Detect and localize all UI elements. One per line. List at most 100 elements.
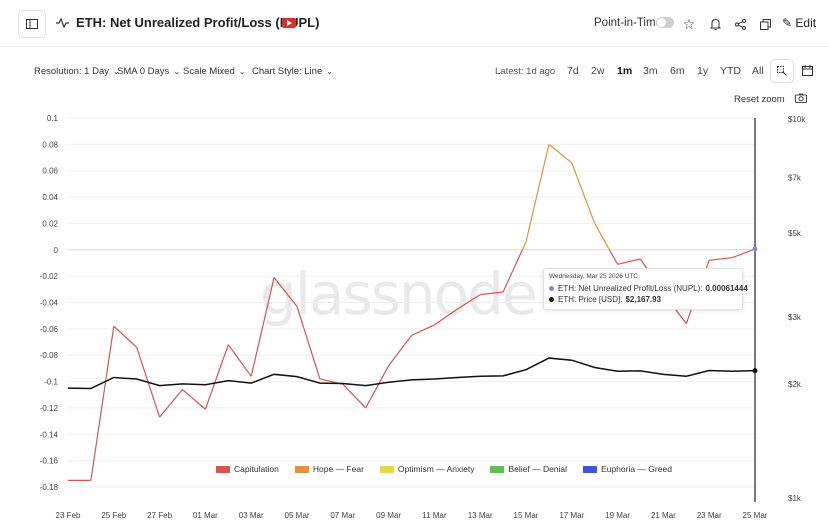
- legend-item[interactable]: Optimism — Anxiety: [379, 464, 474, 474]
- nupl-line-segment: [594, 223, 610, 251]
- reset-zoom-button[interactable]: Reset zoom: [734, 94, 785, 105]
- y-right-tick-label: $3k: [788, 313, 802, 322]
- tooltip-row1-label: ETH: Net Unrealized Profit/Loss (NUPL):: [558, 284, 703, 293]
- price-dot-icon: [549, 297, 554, 302]
- range-6m[interactable]: 6m: [670, 65, 685, 77]
- y-left-tick-label: 0.06: [42, 167, 58, 176]
- legend-label: Euphoria — Greed: [601, 464, 672, 474]
- nupl-line-segment: [113, 325, 138, 348]
- y-axis-left: 0.1 0.08 0.06 0.04 0.02 0 -0.02 -0.04 -0.06 -0.08…: [40, 114, 59, 492]
- nupl-line-segment: [434, 308, 458, 326]
- edit-label: Edit: [795, 16, 817, 30]
- y-right-tick-label: $7k: [788, 174, 802, 183]
- range-all[interactable]: All: [752, 65, 764, 77]
- bell-icon[interactable]: [702, 11, 728, 37]
- x-tick-label: 11 Mar: [422, 511, 447, 520]
- x-axis: 23 Feb 25 Feb 27 Feb 01 Mar 03 Mar 05 Mar 07 M…: [56, 511, 768, 520]
- range-1m[interactable]: 1m: [617, 65, 633, 77]
- y-right-tick-label: $5k: [788, 229, 802, 238]
- tooltip-row-price: ETH: Price [USD]: $2,167.93: [549, 295, 661, 304]
- chevron-down-icon: ⌄: [238, 67, 246, 76]
- nupl-line-segment: [342, 383, 367, 409]
- range-7d[interactable]: 7d: [567, 65, 579, 77]
- nupl-line-segment: [159, 389, 183, 418]
- x-tick-label: 23 Feb: [56, 511, 81, 520]
- chart-legend: Capitulation Hope — Fear Optimism — Anxiet…: [216, 464, 688, 474]
- tooltip-row1-value: 0.00061444: [705, 284, 748, 293]
- legend-swatch: [294, 465, 309, 473]
- nupl-line-segment: [571, 162, 596, 224]
- y-left-tick-label: -0.1: [44, 378, 58, 387]
- legend-item[interactable]: Hope — Fear: [294, 464, 364, 474]
- legend-item[interactable]: Euphoria — Greed: [583, 464, 672, 474]
- chart-style-label: Chart Style: Line: [252, 66, 323, 77]
- y-left-tick-label: 0.1: [47, 114, 59, 123]
- nupl-line-segment: [548, 143, 573, 164]
- range-ytd[interactable]: YTD: [720, 65, 741, 77]
- y-left-tick-label: -0.02: [40, 272, 59, 281]
- legend-label: Belief — Denial: [508, 464, 568, 474]
- y-right-tick-label: $1k: [788, 494, 802, 503]
- nupl-line-segment: [411, 324, 435, 336]
- y-left-tick-label: -0.04: [40, 299, 59, 308]
- y-left-tick-label: -0.08: [40, 351, 59, 360]
- y-left-tick-label: -0.18: [40, 483, 59, 492]
- y-right-tick-label: $2k: [788, 380, 802, 389]
- nupl-dot-icon: [549, 286, 554, 291]
- x-tick-label: 21 Mar: [651, 511, 676, 520]
- x-tick-label: 25 Feb: [101, 511, 126, 520]
- legend-item[interactable]: Capitulation: [216, 464, 279, 474]
- zoom-select-icon[interactable]: [770, 59, 794, 83]
- legend-label: Hope — Fear: [312, 464, 364, 474]
- scale-label: Scale Mixed: [183, 66, 235, 77]
- range-2w[interactable]: 2w: [591, 65, 605, 77]
- scale-dropdown[interactable]: Scale Mixed ⌄: [183, 66, 245, 77]
- x-tick-label: 19 Mar: [605, 511, 630, 520]
- y-axis-right: $10k $7k $5k $3k $2k $1k: [788, 115, 806, 503]
- nupl-line-segment: [617, 258, 641, 265]
- legend-swatch: [379, 465, 394, 473]
- metric-activity-icon: [56, 16, 69, 31]
- range-3m[interactable]: 3m: [643, 65, 658, 77]
- nupl-line-segment: [250, 277, 275, 377]
- edit-button[interactable]: ✎ Edit: [782, 16, 816, 30]
- chart-controls: Resolution: 1 Day ⌄ SMA 0 Days ⌄ Scale Mix…: [0, 58, 829, 86]
- range-1y[interactable]: 1y: [697, 65, 709, 77]
- y-left-tick-label: -0.14: [40, 430, 59, 439]
- nupl-line-segment: [296, 306, 321, 380]
- star-icon[interactable]: ☆: [682, 15, 696, 32]
- nupl-line-segment: [273, 277, 298, 307]
- x-tick-label: 27 Feb: [147, 511, 172, 520]
- tooltip-row-nupl: ETH: Net Unrealized Profit/Loss (NUPL): …: [549, 284, 748, 293]
- nupl-line-segment: [502, 249, 523, 293]
- legend-swatch: [216, 465, 230, 473]
- nupl-line-segment: [456, 294, 481, 310]
- point-in-time-label: Point-in-Time: [594, 17, 662, 29]
- x-tick-label: 17 Mar: [559, 511, 584, 520]
- x-tick-label: 03 Mar: [239, 511, 264, 520]
- watermark: glassnode: [260, 260, 538, 328]
- nupl-line-segment: [90, 326, 115, 481]
- sidebar-toggle-icon[interactable]: [18, 10, 46, 38]
- resolution-dropdown[interactable]: Resolution: 1 Day ⌄: [34, 66, 120, 77]
- x-tick-label: 01 Mar: [193, 511, 218, 520]
- youtube-icon[interactable]: [282, 18, 296, 28]
- y-left-tick-label: 0.08: [42, 140, 58, 149]
- sma-dropdown[interactable]: SMA 0 Days ⌄: [117, 66, 180, 77]
- copy-icon[interactable]: [752, 11, 778, 37]
- chart-style-dropdown[interactable]: Chart Style: Line ⌄: [252, 66, 333, 77]
- x-tick-label: 23 Mar: [697, 511, 722, 520]
- legend-item[interactable]: Belief — Denial: [490, 464, 567, 474]
- y-left-tick-label: -0.06: [40, 325, 59, 334]
- y-left-tick-label: -0.12: [40, 404, 59, 413]
- nupl-line-segment: [365, 365, 390, 409]
- legend-swatch: [583, 465, 598, 473]
- point-in-time-toggle[interactable]: [656, 17, 674, 28]
- latest-timestamp: Latest: 1d ago: [495, 66, 556, 77]
- nupl-line-segment: [182, 389, 206, 410]
- camera-icon[interactable]: [795, 93, 807, 106]
- x-tick-label: 09 Mar: [376, 511, 401, 520]
- share-icon[interactable]: [727, 11, 753, 37]
- calendar-icon[interactable]: [796, 59, 818, 81]
